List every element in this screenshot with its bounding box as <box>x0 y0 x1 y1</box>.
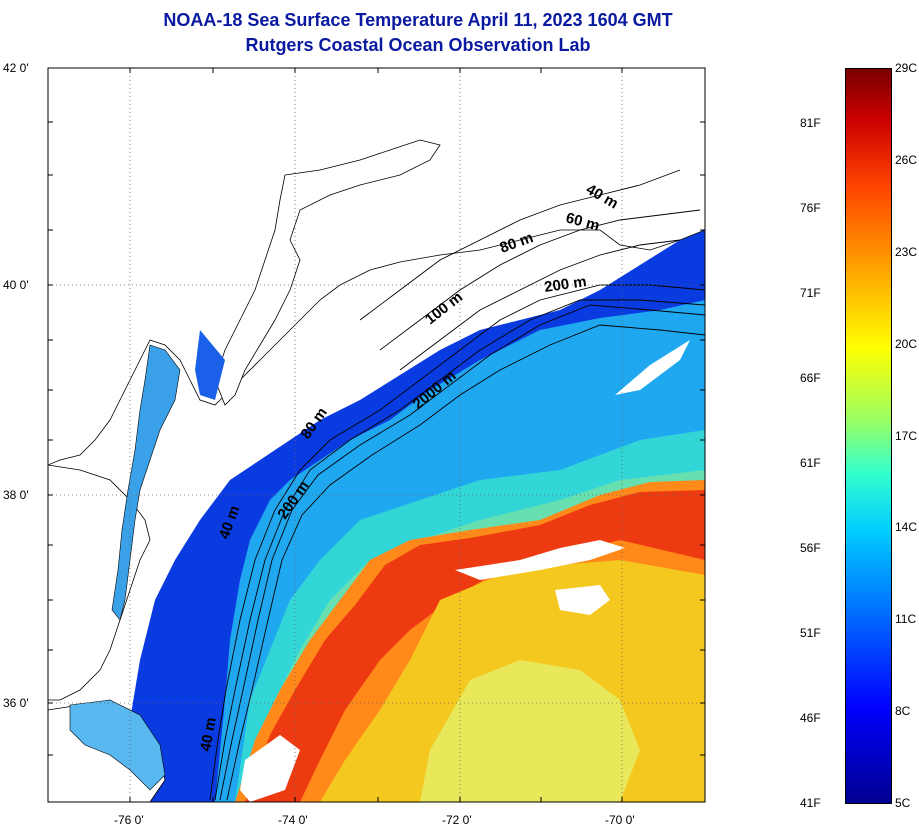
colorbar-f-label: 81F <box>800 116 821 130</box>
colorbar-c-label: 5C <box>895 796 911 810</box>
graticule <box>48 68 705 802</box>
lat-label: 40 0' <box>3 278 29 292</box>
bathymetry-contours <box>209 169 705 801</box>
cloud-patch <box>455 540 625 580</box>
colorbar-f-label: 46F <box>800 711 821 725</box>
lat-label: 38 0' <box>3 488 29 502</box>
map-title: NOAA-18 Sea Surface Temperature April 11… <box>163 10 673 30</box>
chesapeake-bay <box>111 344 181 621</box>
lon-label: -72 0' <box>442 813 472 827</box>
delaware-bay <box>195 330 225 400</box>
colorbar-f-label: 71F <box>800 286 821 300</box>
colorbar-c-label: 26C <box>895 153 918 167</box>
colorbar-c-label: 29C <box>895 61 918 75</box>
colorbar-c-label: 17C <box>895 429 918 443</box>
frame-ticks <box>48 68 705 802</box>
map-frame <box>47 67 706 803</box>
cloud-patch <box>615 340 690 395</box>
colorbar-f-label: 66F <box>800 371 821 385</box>
lat-label: 42 0' <box>3 61 29 75</box>
map-subtitle: Rutgers Coastal Ocean Observation Lab <box>245 35 591 55</box>
warm-eddy-light <box>420 660 640 802</box>
colorbar-c-label: 20C <box>895 337 918 351</box>
colorbar-c-label: 14C <box>895 520 918 534</box>
colorbar-f-label: 61F <box>800 456 821 470</box>
cloud-patch <box>240 735 300 802</box>
colorbar-c-label: 23C <box>895 245 918 259</box>
lon-label: -76 0' <box>114 813 144 827</box>
lon-label: -70 0' <box>605 813 635 827</box>
colorbar-f-label: 56F <box>800 541 821 555</box>
colorbar-f-label: 76F <box>800 201 821 215</box>
cloud-patch <box>555 585 610 615</box>
lat-label: 36 0' <box>3 696 29 710</box>
temperature-colorbar <box>845 68 892 804</box>
colorbar-c-label: 11C <box>895 612 917 626</box>
coastline-nj <box>214 139 441 406</box>
pamlico-sound <box>69 699 166 791</box>
contour-label: 200 m <box>543 273 587 296</box>
colorbar-c-label: 8C <box>895 704 911 718</box>
colorbar-f-label: 51F <box>800 626 821 640</box>
lon-label: -74 0' <box>278 813 308 827</box>
contour-label: 40 m <box>197 716 220 753</box>
colorbar-f-label: 41F <box>800 796 821 810</box>
